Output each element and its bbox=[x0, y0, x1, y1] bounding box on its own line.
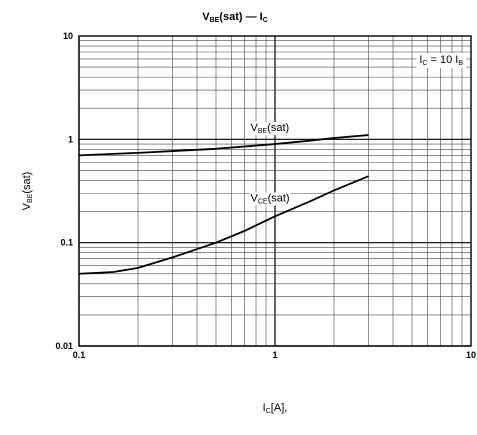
chart-title-text: VBE(sat) — IC bbox=[202, 11, 268, 24]
y-tick-label: 1 bbox=[68, 134, 73, 144]
condition-box-text: IC = 10 IB bbox=[419, 54, 463, 67]
x-tick-label: 10 bbox=[466, 350, 476, 360]
grid-lines bbox=[78, 36, 471, 347]
condition-box: IC = 10 IB bbox=[416, 53, 467, 68]
plot-frame bbox=[78, 35, 472, 347]
y-axis-label-text: VBE(sat) bbox=[21, 172, 34, 211]
x-axis-label: IC[A], bbox=[263, 402, 288, 415]
y-tick-label: 0.1 bbox=[60, 238, 73, 248]
curve-label-bg bbox=[249, 122, 291, 136]
vce-sat-curve bbox=[78, 175, 369, 275]
plot-border bbox=[78, 35, 472, 347]
chart-title: VBE(sat) — IC bbox=[202, 11, 268, 24]
curve-label-bg bbox=[249, 192, 291, 206]
vbe-sat-label: VBE(sat) bbox=[251, 122, 290, 135]
x-axis-label-text: IC[A], bbox=[263, 402, 288, 415]
vbe-sat-curve bbox=[78, 134, 369, 157]
x-tick-label: 1 bbox=[272, 350, 277, 360]
y-tick-label: 10 bbox=[63, 31, 73, 41]
condition-box-bg bbox=[416, 53, 467, 68]
y-axis-label: VBE(sat) bbox=[21, 172, 34, 211]
y-tick-label: 0.01 bbox=[55, 341, 73, 351]
vce-sat-label: VCE(sat) bbox=[251, 192, 290, 205]
x-tick-label: 0.1 bbox=[73, 350, 86, 360]
curve-labels: VBE(sat) VCE(sat) bbox=[249, 122, 291, 206]
series-curves bbox=[78, 134, 369, 275]
